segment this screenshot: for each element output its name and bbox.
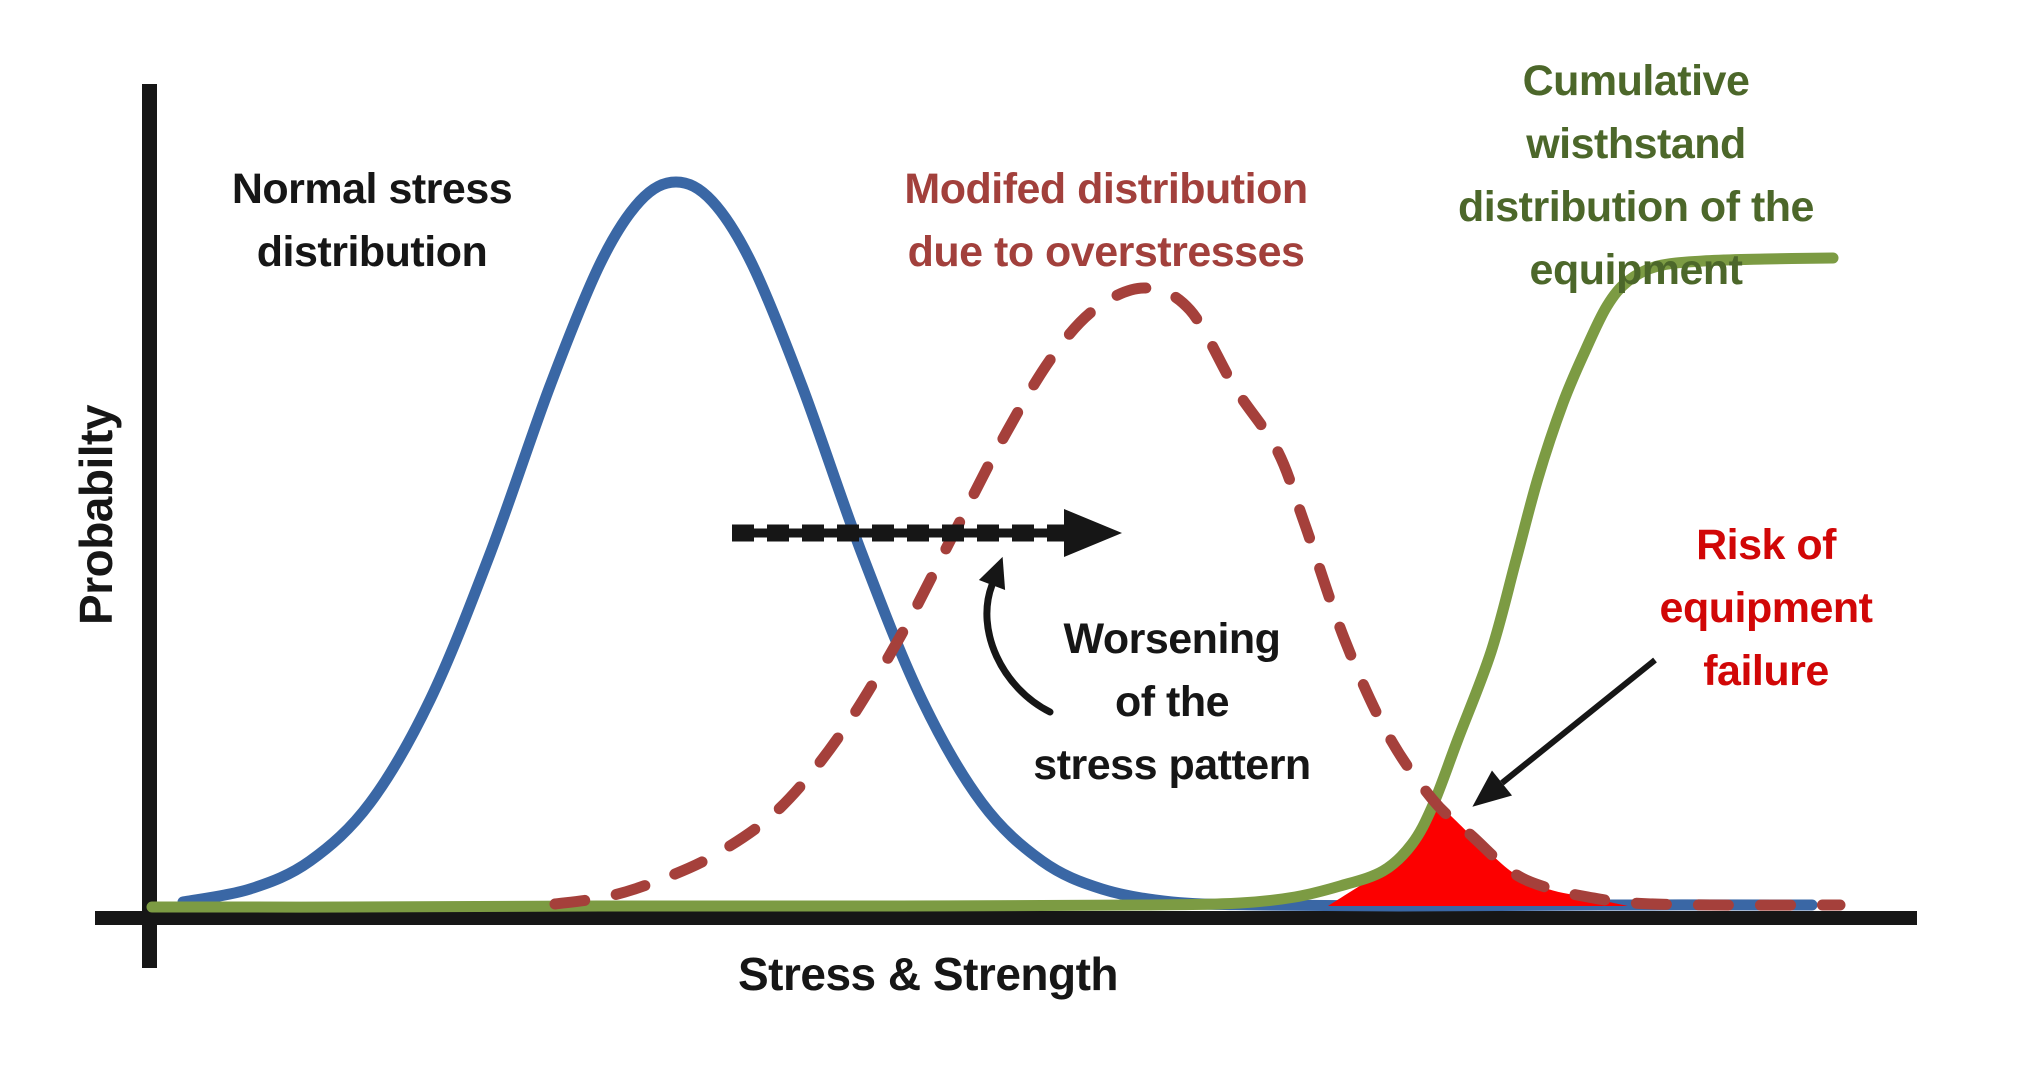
- worsening-pointer-arrow-head: [978, 556, 1006, 590]
- label-risk-of-failure: Risk of equipment failure: [1659, 521, 1873, 695]
- label-worsening-stress-pattern: Worsening of the stress pattern: [1033, 615, 1311, 789]
- risk-pointer-arrow: [1500, 657, 1657, 786]
- stress-shift-arrow-head: [1064, 509, 1122, 557]
- worsening-pointer-arrow: [983, 581, 1054, 716]
- label-modified-distribution: Modifed distribution due to overstresses: [904, 165, 1308, 276]
- arrows-layer: [732, 509, 1657, 807]
- modified-stress-curve: [549, 282, 1846, 911]
- risk-area: [1328, 804, 1628, 906]
- label-cumulative-withstand: Cumulative wisthstand distribution of th…: [1458, 57, 1814, 294]
- label-normal-stress-distribution: Normal stress distribution: [231, 165, 513, 276]
- y-axis-label: Probabilty: [70, 405, 122, 625]
- curves-layer: [146, 176, 1846, 913]
- risk-pointer-arrow-head: [1472, 770, 1513, 807]
- x-axis: [95, 911, 1917, 925]
- x-axis-label: Stress & Strength: [737, 948, 1119, 1000]
- withstand-cdf-curve: [146, 252, 1839, 913]
- y-axis: [142, 84, 157, 968]
